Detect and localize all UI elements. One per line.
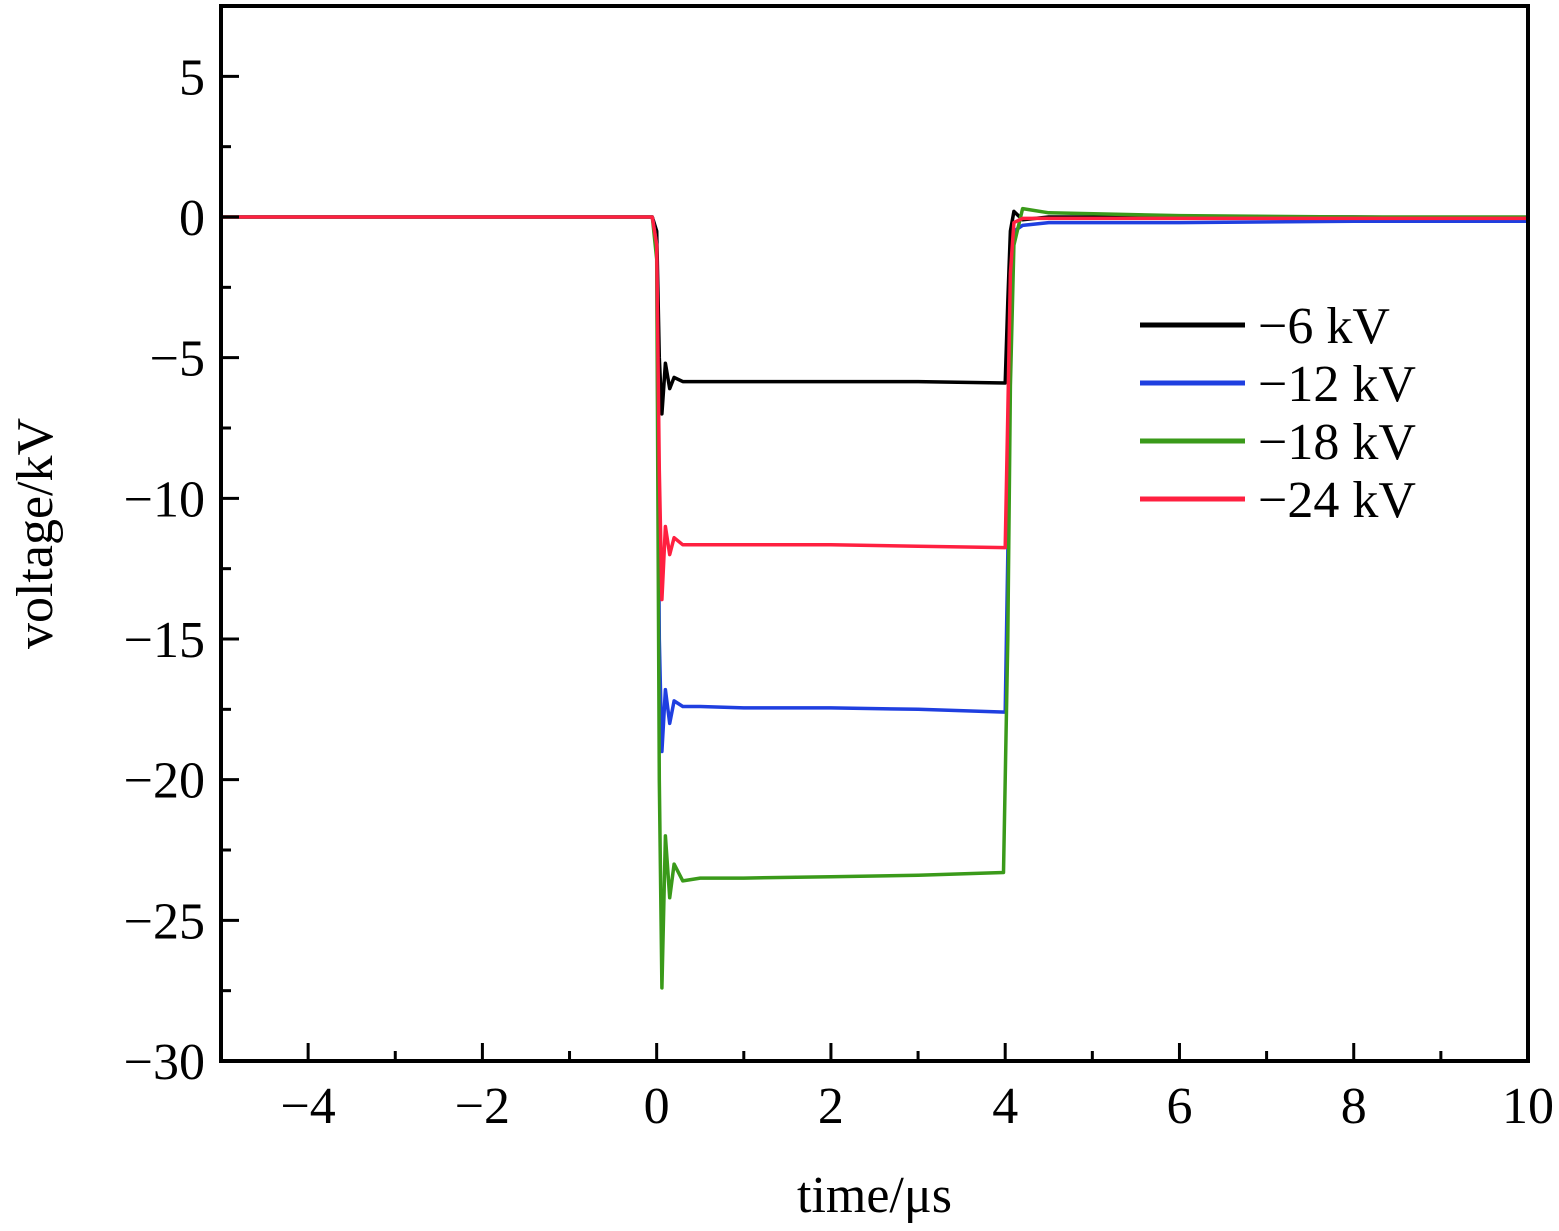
y-tick-label: −5: [150, 331, 205, 388]
series-line-4: [221, 215, 1528, 602]
x-tick-label: 10: [1502, 1078, 1554, 1135]
legend-label: −12 kV: [1258, 356, 1416, 413]
y-tick-label: 5: [179, 49, 205, 106]
legend-label: −6 kV: [1258, 298, 1390, 355]
legend-label: −18 kV: [1258, 414, 1416, 471]
legend: −6 kV−12 kV−18 kV−24 kV: [1140, 298, 1416, 529]
y-tick-label: 0: [179, 190, 205, 247]
y-tick-label: −20: [124, 753, 205, 810]
x-tick-label: 8: [1341, 1078, 1367, 1135]
y-tick-label: −25: [124, 893, 205, 950]
x-tick-label: 6: [1166, 1078, 1192, 1135]
y-tick-label: −15: [124, 612, 205, 669]
x-axis-title: time/μs: [797, 1167, 952, 1224]
plot-frame: [219, 4, 1530, 1063]
legend-label: −24 kV: [1258, 472, 1416, 529]
ticks-layer: [219, 4, 1530, 1063]
x-tick-label: −4: [280, 1078, 335, 1135]
x-tick-label: −2: [455, 1078, 510, 1135]
y-tick-label: −10: [124, 471, 205, 528]
y-tick-label: −30: [124, 1034, 205, 1091]
x-tick-label: 0: [644, 1078, 670, 1135]
y-axis-title: voltage/kV: [7, 418, 64, 649]
x-tick-label: 2: [818, 1078, 844, 1135]
x-tick-label: 4: [992, 1078, 1018, 1135]
series-layer: [221, 206, 1529, 990]
series-line-3: [221, 206, 1528, 990]
